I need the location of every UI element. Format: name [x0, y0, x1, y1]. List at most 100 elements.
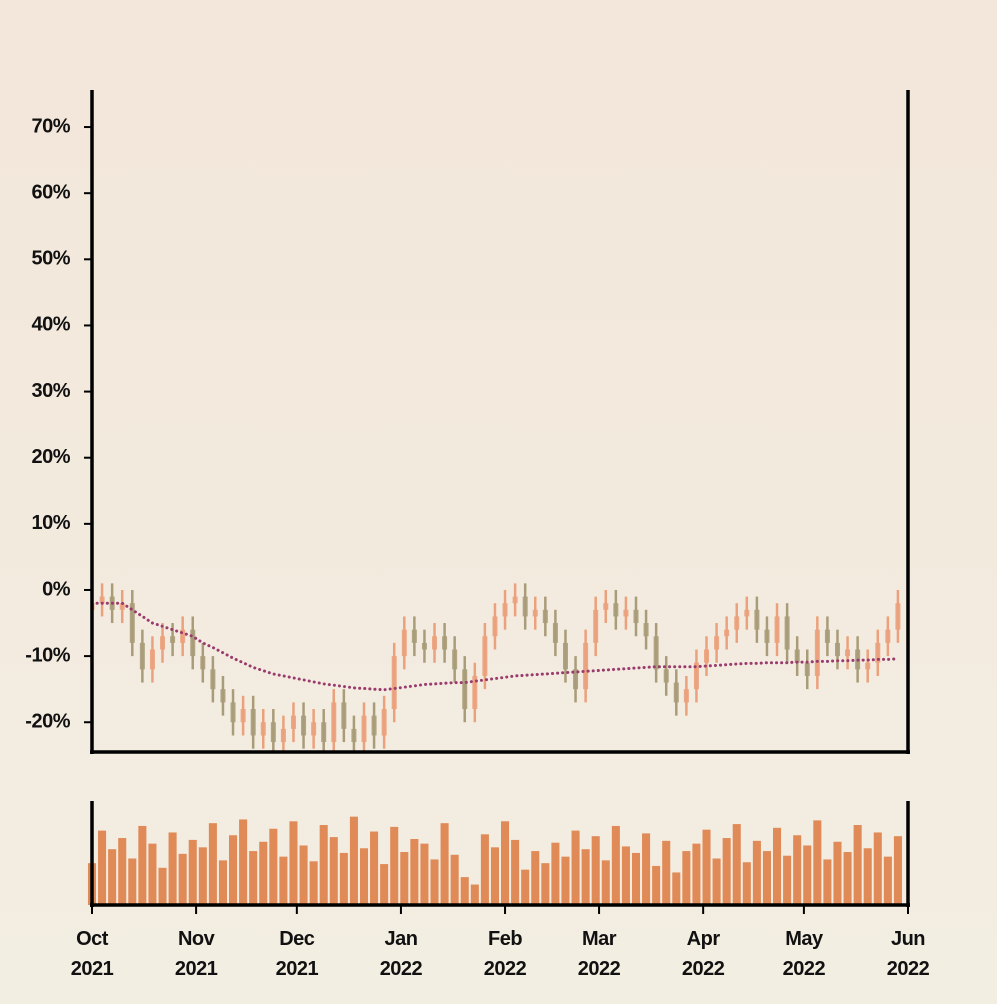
- volume-bar: [843, 851, 852, 905]
- candle-body: [482, 636, 488, 676]
- candle-body: [663, 669, 669, 683]
- candle-body: [754, 609, 760, 630]
- volume-bar: [289, 821, 298, 905]
- volume-bar: [440, 823, 449, 905]
- volume-bar: [873, 832, 882, 905]
- volume-bar: [561, 856, 570, 905]
- candle-body: [381, 709, 387, 736]
- candle-body: [260, 722, 266, 736]
- candle-body: [361, 715, 367, 743]
- x-tick-label: Oct 2021: [71, 928, 114, 980]
- y-tick-label: 70%: [31, 115, 70, 137]
- volume-bar: [349, 816, 358, 905]
- volume-bar: [208, 823, 217, 905]
- candle-body: [683, 689, 689, 703]
- x-tick-label: Dec 2021: [276, 928, 319, 980]
- candle-body: [714, 636, 720, 650]
- candle-body: [885, 629, 891, 643]
- volume-bar: [501, 821, 510, 905]
- volume-bar: [823, 859, 832, 905]
- candle-body: [321, 722, 327, 743]
- volume-bar: [853, 825, 862, 905]
- candle-body: [139, 642, 145, 670]
- candle-body: [160, 636, 166, 650]
- x-tick-label: Mar 2022: [578, 928, 621, 980]
- y-tick-label: 50%: [31, 248, 70, 270]
- volume-bar: [672, 872, 681, 905]
- y-tick-label: 0%: [42, 578, 71, 600]
- volume-bar: [98, 830, 107, 905]
- candle-body: [301, 715, 307, 736]
- candle-body: [220, 689, 226, 703]
- volume-bar: [269, 828, 278, 905]
- volume-bar: [430, 859, 439, 905]
- volume-bar: [188, 839, 197, 905]
- candle-body: [200, 656, 206, 670]
- candle-body: [693, 662, 699, 690]
- candle-body: [613, 603, 619, 617]
- volume-bar: [511, 839, 520, 905]
- candle-body: [472, 675, 478, 710]
- candle-body: [804, 662, 810, 676]
- candle-body: [603, 603, 609, 610]
- candle-body: [794, 649, 800, 663]
- x-tick-label: Jan 2022: [380, 928, 423, 980]
- candle-body: [764, 629, 770, 643]
- volume-bar: [410, 838, 419, 905]
- candle-body: [532, 609, 538, 617]
- candle-body: [170, 636, 176, 643]
- candle-body: [875, 642, 881, 663]
- candle-body: [724, 629, 730, 637]
- volume-bar: [581, 849, 590, 905]
- candle-body: [774, 616, 780, 643]
- candle-body: [865, 662, 871, 670]
- volume-bar: [400, 851, 409, 905]
- volume-bar: [883, 856, 892, 905]
- candle-body: [492, 616, 498, 637]
- candle-body: [250, 709, 256, 736]
- candle-body: [290, 715, 296, 729]
- candle-body: [784, 616, 790, 650]
- volume-bar: [218, 860, 227, 905]
- x-tick-label: Jun 2022: [887, 928, 930, 980]
- candle-body: [704, 649, 710, 663]
- volume-bar: [752, 840, 761, 905]
- volume-bar: [259, 841, 268, 905]
- volume-bar: [893, 836, 902, 905]
- candle-body: [210, 669, 216, 690]
- volume-bar: [118, 838, 127, 905]
- candle-body: [280, 728, 286, 743]
- candle-body: [573, 669, 579, 690]
- volume-bar: [480, 834, 489, 905]
- candle-body: [149, 649, 155, 670]
- volume-bar: [601, 860, 610, 905]
- candle-body: [452, 649, 458, 670]
- volume-bar: [521, 869, 530, 905]
- candle-body: [371, 715, 377, 736]
- candle-body: [583, 642, 589, 690]
- candle-body: [552, 623, 558, 643]
- x-tick-label: Feb 2022: [484, 928, 527, 980]
- candle-body: [391, 656, 397, 710]
- volume-bar: [803, 845, 812, 905]
- volume-bar: [662, 840, 671, 905]
- candle-body: [562, 642, 568, 670]
- volume-bar: [450, 854, 459, 905]
- volume-bar: [631, 852, 641, 905]
- volume-bar: [329, 837, 338, 905]
- volume-bar: [531, 851, 540, 905]
- volume-bar: [168, 832, 177, 905]
- candle-body: [512, 596, 518, 604]
- candle-body: [99, 596, 105, 604]
- volume-bar: [279, 856, 288, 905]
- volume-bar: [783, 855, 792, 905]
- volume-bar: [239, 819, 248, 905]
- candle-body: [734, 616, 740, 630]
- y-tick-label: 20%: [31, 446, 70, 468]
- volume-bar: [470, 884, 479, 905]
- volume-bar: [249, 851, 258, 905]
- volume-bar: [551, 842, 560, 905]
- candle-body: [230, 702, 236, 723]
- volume-bar: [863, 848, 872, 905]
